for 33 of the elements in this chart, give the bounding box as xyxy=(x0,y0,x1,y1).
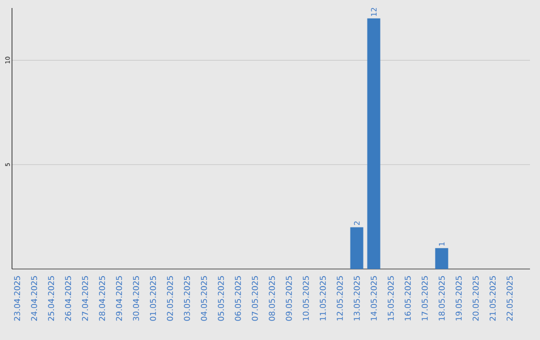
bar xyxy=(367,18,380,269)
x-tick-label: 26.04.2025 xyxy=(65,276,72,321)
x-tick-label: 16.05.2025 xyxy=(404,276,411,320)
x-tick-label: 02.05.2025 xyxy=(166,276,173,321)
x-tick-label: 15.05.2025 xyxy=(388,276,394,320)
x-tick-label: 08.05.2025 xyxy=(268,276,275,321)
x-tick-label: 28.04.2025 xyxy=(98,276,106,321)
x-tick-label: 19.05.2025 xyxy=(456,276,462,320)
x-tick-label: 23.04.2025 xyxy=(14,276,20,321)
x-tick-label: 18.05.2025 xyxy=(438,276,445,320)
x-tick-label: 10.05.2025 xyxy=(302,276,309,320)
x-tick-label: 12.05.2025 xyxy=(336,276,343,320)
x-tick-label: 27.04.2025 xyxy=(82,276,88,321)
x-tick-label: 21.05.2025 xyxy=(490,276,496,321)
bar xyxy=(435,248,448,269)
x-tick-label: 24.04.2025 xyxy=(31,276,38,321)
x-tick-label: 14.05.2025 xyxy=(370,276,377,320)
bar xyxy=(350,227,364,269)
x-tick-label: 20.05.2025 xyxy=(472,276,479,321)
x-tick-label: 09.05.2025 xyxy=(286,276,292,321)
x-tick-label: 30.04.2025 xyxy=(132,276,140,321)
x-tick-label: 13.05.2025 xyxy=(354,276,360,320)
x-tick-label: 03.05.2025 xyxy=(184,276,190,321)
x-tick-label: 01.05.2025 xyxy=(150,276,156,321)
x-tick-label: 07.05.2025 xyxy=(252,276,258,321)
x-tick-label: 17.05.2025 xyxy=(422,276,428,320)
x-tick-label: 22.05.2025 xyxy=(506,276,513,321)
x-tick-label: 06.05.2025 xyxy=(234,276,241,321)
x-tick-label: 11.05.2025 xyxy=(320,276,326,320)
x-tick-label: 25.04.2025 xyxy=(48,276,54,321)
x-tick-label: 04.05.2025 xyxy=(200,276,207,321)
x-tick-label: 05.05.2025 xyxy=(218,276,224,321)
x-tick-label: 29.04.2025 xyxy=(116,276,122,321)
